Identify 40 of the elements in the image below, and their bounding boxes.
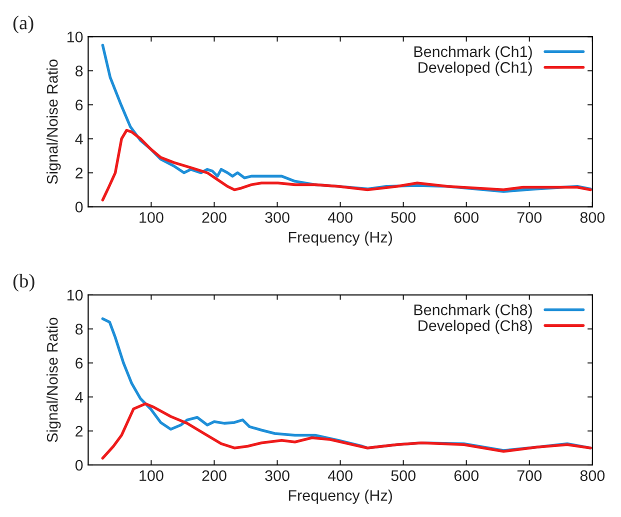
x-tick-label: 600 <box>454 470 479 482</box>
x-tick-label: 100 <box>140 212 164 223</box>
line-series <box>101 128 592 202</box>
legend-label: Benchmark (Ch1) <box>414 46 532 60</box>
x-tick-label: 300 <box>265 212 290 223</box>
legend-label: Developed (Ch8) <box>418 320 532 334</box>
y-axis-title: Signal/Noise Ratio <box>46 318 61 442</box>
x-tick-label: 400 <box>328 212 352 223</box>
y-tick-label: 2 <box>76 426 83 437</box>
x-tick-label: 400 <box>328 470 352 482</box>
x-tick-label: 500 <box>391 212 416 223</box>
y-tick-label: 8 <box>75 324 83 335</box>
y-tick-label: 2 <box>76 168 83 178</box>
y-tick-label: 6 <box>76 100 83 110</box>
x-tick-label: 800 <box>580 212 605 223</box>
y-tick-label: 4 <box>75 134 83 144</box>
x-tick-label: 200 <box>202 212 226 223</box>
y-tick-label: 10 <box>67 290 83 301</box>
x-tick-label: 500 <box>391 470 416 482</box>
x-tick-label: 700 <box>517 470 542 482</box>
legend-label: Benchmark (Ch8) <box>414 304 532 318</box>
y-axis-title: Signal/Noise Ratio <box>46 60 61 184</box>
legend-label: Developed (Ch1) <box>418 62 532 76</box>
y-tick-label: 10 <box>67 32 83 42</box>
line-series <box>101 402 592 460</box>
x-tick-label: 700 <box>517 212 542 223</box>
y-tick-label: 0 <box>75 202 83 212</box>
y-tick-label: 8 <box>75 66 83 76</box>
x-tick-label: 300 <box>265 470 290 482</box>
y-tick-label: 0 <box>75 460 83 471</box>
x-tick-label: 100 <box>140 470 164 482</box>
chart-title: (a) <box>13 16 34 34</box>
chart-title: (b) <box>13 274 34 292</box>
y-tick-label: 6 <box>76 358 83 369</box>
x-axis-title: Frequency (Hz) <box>288 490 392 504</box>
x-tick-label: 600 <box>454 212 479 223</box>
y-tick-label: 4 <box>75 392 83 402</box>
x-tick-label: 800 <box>580 470 605 482</box>
x-axis-title: Frequency (Hz) <box>288 231 392 246</box>
x-tick-label: 200 <box>202 470 226 482</box>
